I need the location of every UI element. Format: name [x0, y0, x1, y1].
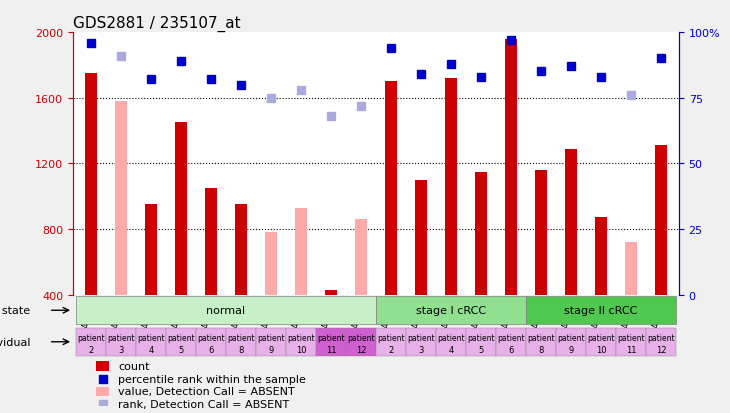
Text: rank, Detection Call = ABSENT: rank, Detection Call = ABSENT — [118, 399, 290, 409]
Text: 3: 3 — [418, 345, 423, 354]
Text: 5: 5 — [178, 345, 184, 354]
Text: patient: patient — [227, 333, 255, 342]
FancyBboxPatch shape — [106, 328, 136, 356]
Text: individual: individual — [0, 337, 31, 347]
FancyBboxPatch shape — [346, 328, 376, 356]
Text: patient: patient — [647, 333, 675, 342]
FancyBboxPatch shape — [556, 328, 586, 356]
Bar — [475, 172, 487, 295]
FancyBboxPatch shape — [136, 328, 166, 356]
Text: percentile rank within the sample: percentile rank within the sample — [118, 374, 307, 384]
FancyBboxPatch shape — [526, 297, 676, 325]
Bar — [325, 290, 337, 295]
Bar — [415, 180, 427, 295]
Text: patient: patient — [377, 333, 404, 342]
Bar — [205, 188, 217, 295]
Text: 6: 6 — [508, 345, 514, 354]
Text: 4: 4 — [448, 345, 453, 354]
Bar — [96, 387, 109, 396]
Text: patient: patient — [317, 333, 345, 342]
Text: stage II cRCC: stage II cRCC — [564, 306, 637, 316]
FancyBboxPatch shape — [256, 328, 286, 356]
FancyBboxPatch shape — [496, 328, 526, 356]
Bar — [625, 242, 637, 295]
Text: patient: patient — [527, 333, 555, 342]
FancyBboxPatch shape — [526, 328, 556, 356]
Bar — [595, 218, 607, 295]
Bar — [355, 220, 367, 295]
FancyBboxPatch shape — [616, 328, 646, 356]
Text: 4: 4 — [148, 345, 153, 354]
Text: patient: patient — [437, 333, 465, 342]
Text: patient: patient — [407, 333, 435, 342]
Text: patient: patient — [197, 333, 225, 342]
FancyBboxPatch shape — [76, 328, 106, 356]
Text: patient: patient — [287, 333, 315, 342]
Bar — [565, 149, 577, 295]
Bar — [295, 208, 307, 295]
Bar — [96, 361, 109, 371]
Text: 2: 2 — [88, 345, 93, 354]
Text: patient: patient — [167, 333, 195, 342]
Text: 9: 9 — [269, 345, 274, 354]
Bar — [265, 233, 277, 295]
Text: patient: patient — [617, 333, 645, 342]
FancyBboxPatch shape — [376, 297, 526, 325]
Text: count: count — [118, 361, 150, 371]
Text: patient: patient — [467, 333, 495, 342]
Text: 11: 11 — [626, 345, 636, 354]
FancyBboxPatch shape — [586, 328, 616, 356]
Text: normal: normal — [207, 306, 245, 316]
Text: patient: patient — [137, 333, 165, 342]
Text: 12: 12 — [656, 345, 666, 354]
Text: patient: patient — [587, 333, 615, 342]
Bar — [235, 205, 247, 295]
FancyBboxPatch shape — [646, 328, 676, 356]
FancyBboxPatch shape — [286, 328, 316, 356]
FancyBboxPatch shape — [166, 328, 196, 356]
Text: patient: patient — [77, 333, 105, 342]
FancyBboxPatch shape — [376, 328, 406, 356]
FancyBboxPatch shape — [196, 328, 226, 356]
Text: 11: 11 — [326, 345, 337, 354]
Bar — [655, 146, 667, 295]
Text: value, Detection Call = ABSENT: value, Detection Call = ABSENT — [118, 387, 295, 396]
Text: 6: 6 — [208, 345, 214, 354]
Text: patient: patient — [557, 333, 585, 342]
Bar — [445, 79, 457, 295]
Bar — [385, 82, 397, 295]
Text: stage I cRCC: stage I cRCC — [416, 306, 486, 316]
Text: GDS2881 / 235107_at: GDS2881 / 235107_at — [73, 16, 241, 32]
Bar — [85, 74, 97, 295]
Bar — [115, 102, 127, 295]
FancyBboxPatch shape — [436, 328, 466, 356]
FancyBboxPatch shape — [316, 328, 346, 356]
Bar — [505, 40, 517, 295]
Text: 9: 9 — [568, 345, 574, 354]
FancyBboxPatch shape — [406, 328, 436, 356]
Text: 10: 10 — [596, 345, 606, 354]
Text: 10: 10 — [296, 345, 306, 354]
Text: 8: 8 — [538, 345, 544, 354]
Text: patient: patient — [257, 333, 285, 342]
Text: 5: 5 — [478, 345, 483, 354]
FancyBboxPatch shape — [226, 328, 256, 356]
FancyBboxPatch shape — [76, 297, 376, 325]
Bar — [175, 123, 187, 295]
Text: 3: 3 — [118, 345, 123, 354]
Text: disease state: disease state — [0, 306, 31, 316]
FancyBboxPatch shape — [466, 328, 496, 356]
Text: patient: patient — [497, 333, 525, 342]
Text: patient: patient — [347, 333, 374, 342]
Bar — [535, 171, 547, 295]
Text: 12: 12 — [356, 345, 366, 354]
Text: 8: 8 — [238, 345, 244, 354]
Text: 2: 2 — [388, 345, 393, 354]
Text: patient: patient — [107, 333, 135, 342]
Bar — [145, 205, 157, 295]
